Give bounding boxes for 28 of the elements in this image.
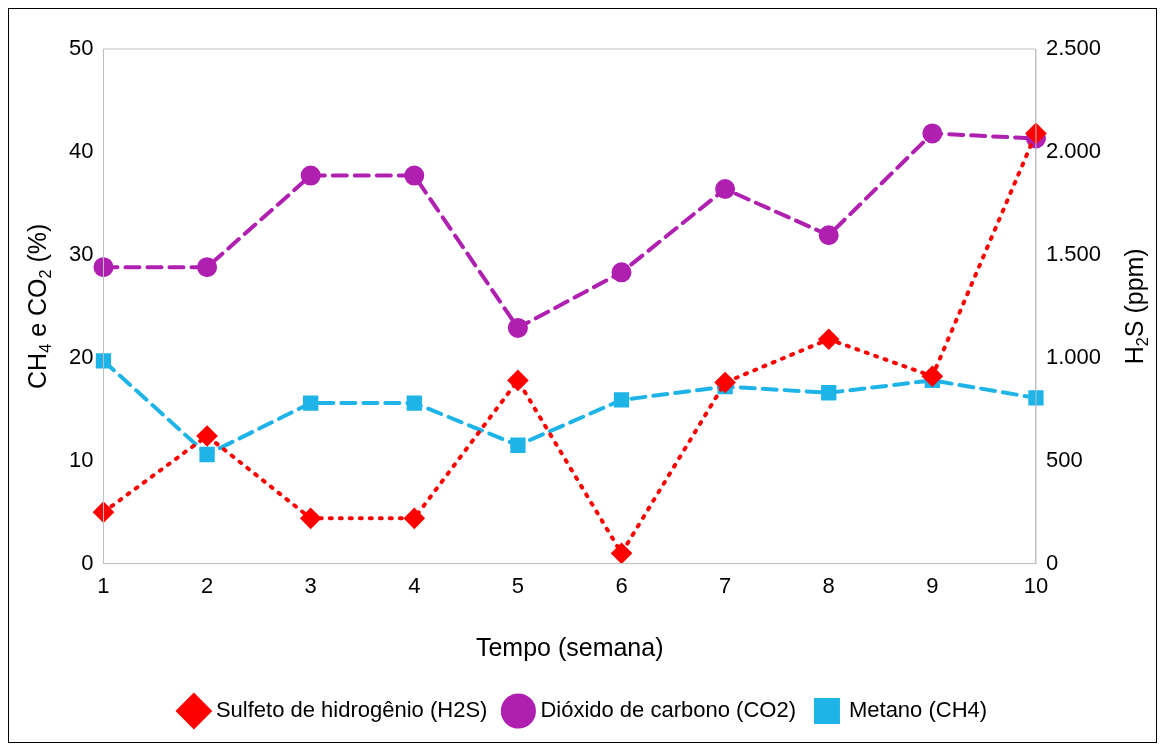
legend-label: Dióxido de carbono (CO2): [540, 697, 796, 723]
y-axis-title: CH4 e CO2 (%): [22, 223, 54, 389]
y2-axis-title: H2S (ppm): [1119, 248, 1151, 365]
legend-label: Metano (CH4): [848, 697, 988, 723]
y-tick-label: 30: [68, 240, 94, 266]
y-tick-label: 10: [68, 446, 94, 472]
y-tick-label: 40: [68, 137, 94, 163]
y-tick-label: 50: [68, 35, 94, 61]
x-tick-label: 4: [408, 572, 421, 598]
legend-label: Sulfeto de hidrogênio (H2S): [215, 697, 488, 723]
y2-tick-label: 2.500: [1045, 35, 1102, 61]
x-tick-label: 7: [719, 572, 732, 598]
x-axis-title: Tempo (semana): [475, 633, 664, 662]
x-tick-label: 10: [1023, 572, 1049, 598]
y2-tick-label: 0: [1045, 549, 1059, 575]
y2-tick-label: 500: [1045, 446, 1083, 472]
x-tick-label: 2: [200, 572, 214, 598]
y-tick-label: 20: [68, 343, 94, 369]
y2-tick-label: 1.000: [1045, 343, 1102, 369]
x-tick-label: 6: [615, 572, 628, 598]
x-tick-label: 5: [511, 572, 525, 598]
x-tick-label: 3: [304, 572, 317, 598]
y-tick-label: 0: [81, 549, 94, 575]
y2-tick-label: 1.500: [1045, 240, 1102, 266]
y2-tick-label: 2.000: [1045, 137, 1102, 163]
x-tick-label: 1: [97, 572, 110, 598]
x-tick-label: 9: [926, 572, 939, 598]
x-tick-label: 8: [822, 572, 835, 598]
